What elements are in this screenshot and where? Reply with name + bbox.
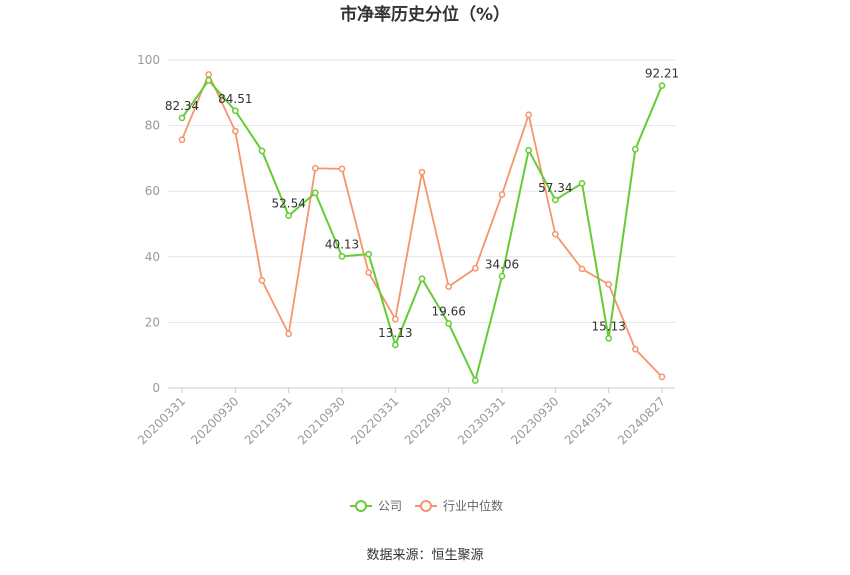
data-point[interactable] (578, 179, 586, 187)
legend-label: 行业中位数 (443, 498, 503, 513)
x-tick-label: 20240331 (562, 394, 615, 447)
data-point[interactable] (205, 76, 213, 84)
data-label: 15.13 (591, 319, 625, 333)
data-point[interactable] (418, 275, 426, 283)
data-point[interactable] (258, 277, 266, 284)
data-point[interactable] (178, 114, 186, 122)
x-tick-label: 20220331 (348, 394, 401, 447)
grid-lines (168, 59, 675, 389)
data-point[interactable] (178, 136, 186, 144)
data-point[interactable] (498, 272, 506, 280)
series-layer (178, 71, 666, 384)
data-label: 13.13 (378, 326, 412, 340)
data-point[interactable] (285, 330, 293, 338)
data-point[interactable] (445, 283, 453, 290)
source-note: 数据来源：恒生聚源 (366, 548, 483, 563)
data-point[interactable] (391, 315, 399, 323)
y-tick-label: 20 (145, 315, 160, 329)
legend-marker-icon (355, 500, 367, 512)
x-axis: 20200331 20200930 20210331 20210930 20220331… (135, 388, 668, 447)
y-tick-label: 60 (145, 184, 160, 198)
data-point[interactable] (231, 127, 239, 135)
data-point[interactable] (365, 250, 373, 258)
data-point[interactable] (551, 230, 559, 238)
data-point[interactable] (365, 269, 373, 276)
data-point[interactable] (525, 111, 533, 119)
data-point[interactable] (205, 71, 213, 78)
data-point[interactable] (578, 265, 586, 273)
x-tick-label: 20210930 (295, 394, 348, 447)
data-point[interactable] (631, 345, 639, 353)
y-tick-label: 40 (145, 250, 160, 264)
data-label: 40.13 (325, 237, 359, 251)
legend-item-company[interactable]: 公司 (350, 499, 402, 513)
data-point[interactable] (525, 146, 533, 154)
y-tick-label: 80 (145, 119, 160, 133)
data-point[interactable] (231, 107, 239, 115)
data-point[interactable] (258, 147, 266, 155)
x-tick-label: 20230930 (508, 394, 561, 447)
x-tick-label: 20240827 (615, 394, 668, 447)
data-point[interactable] (658, 82, 666, 89)
data-labels: 82.34 84.51 52.54 40.13 13.13 19.66 34.06 57.34… (165, 67, 679, 340)
data-point[interactable] (445, 320, 453, 327)
x-tick-label: 20230331 (455, 394, 508, 447)
data-point[interactable] (471, 377, 479, 384)
x-tick-label: 20210331 (242, 394, 295, 447)
data-point[interactable] (418, 168, 426, 176)
x-tick-label: 20200930 (188, 394, 241, 447)
data-label: 19.66 (431, 305, 465, 319)
data-point[interactable] (551, 196, 559, 204)
data-point[interactable] (471, 264, 479, 272)
data-point[interactable] (311, 189, 319, 197)
data-point[interactable] (285, 212, 293, 220)
y-tick-label: 100 (137, 53, 160, 67)
legend-label: 公司 (378, 499, 402, 513)
x-tick-label: 20200331 (135, 394, 188, 447)
data-point[interactable] (338, 165, 346, 173)
data-label: 34.06 (485, 257, 519, 271)
legend-item-industry-median[interactable]: 行业中位数 (415, 498, 503, 513)
data-point[interactable] (605, 281, 613, 288)
y-tick-label: 0 (152, 381, 160, 395)
legend[interactable]: 公司 行业中位数 (350, 498, 503, 513)
data-label: 92.21 (645, 67, 679, 81)
data-label: 57.34 (538, 181, 572, 195)
x-tick-label: 20220930 (402, 394, 455, 447)
legend-marker-icon (420, 500, 432, 512)
series-company (178, 76, 666, 384)
data-label: 82.34 (165, 99, 199, 113)
data-point[interactable] (391, 341, 399, 349)
data-point[interactable] (658, 373, 666, 381)
y-axis: 0 20 40 60 80 100 (137, 53, 160, 395)
data-label: 52.54 (271, 197, 305, 211)
data-label: 84.51 (218, 92, 252, 106)
data-point[interactable] (631, 145, 639, 153)
data-point[interactable] (311, 164, 319, 172)
chart-title: 市净率历史分位（%） (340, 4, 510, 25)
data-point[interactable] (498, 191, 506, 198)
data-point[interactable] (338, 253, 346, 260)
data-point[interactable] (605, 335, 613, 342)
